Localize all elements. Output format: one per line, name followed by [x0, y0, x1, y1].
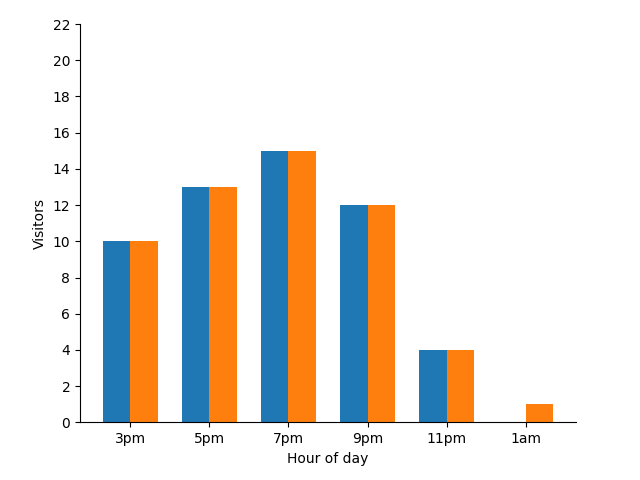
Bar: [102, 241, 130, 422]
Bar: [367, 205, 396, 422]
Bar: [419, 350, 447, 422]
Bar: [526, 404, 554, 422]
Bar: [209, 187, 237, 422]
Y-axis label: Visitors: Visitors: [33, 198, 47, 249]
Bar: [260, 151, 289, 422]
Bar: [447, 350, 474, 422]
Bar: [182, 187, 209, 422]
Bar: [130, 241, 158, 422]
X-axis label: Hour of day: Hour of day: [287, 452, 369, 466]
Bar: [340, 205, 367, 422]
Bar: [289, 151, 316, 422]
